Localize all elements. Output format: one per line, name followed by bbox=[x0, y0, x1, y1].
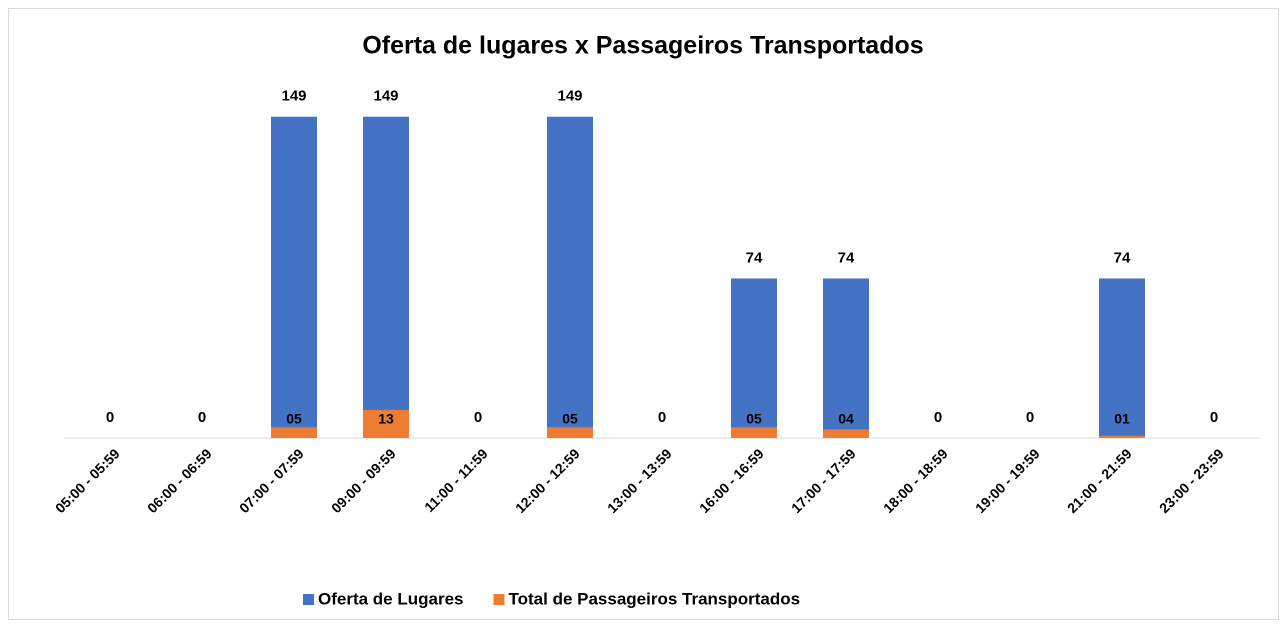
data-label: 0 bbox=[1210, 409, 1218, 426]
bar bbox=[547, 116, 593, 438]
bar bbox=[547, 427, 593, 438]
data-label: 05 bbox=[286, 411, 302, 427]
bar bbox=[363, 116, 409, 438]
data-label: 01 bbox=[1114, 411, 1130, 427]
chart-title: Oferta de lugares x Passageiros Transpor… bbox=[362, 32, 923, 60]
data-label: 149 bbox=[373, 88, 398, 105]
bar bbox=[271, 116, 317, 438]
bar bbox=[823, 429, 869, 438]
legend-label: Total de Passageiros Transportados bbox=[509, 589, 801, 608]
data-label: 0 bbox=[1026, 409, 1034, 426]
data-label: 05 bbox=[562, 411, 578, 427]
bar bbox=[271, 427, 317, 438]
bar bbox=[731, 427, 777, 438]
data-label: 13 bbox=[378, 411, 394, 427]
data-label: 05 bbox=[746, 411, 762, 427]
legend-swatch bbox=[303, 594, 314, 605]
data-label: 74 bbox=[1114, 249, 1131, 266]
bar bbox=[363, 409, 409, 438]
data-label: 74 bbox=[838, 249, 855, 266]
chart-frame bbox=[8, 8, 1279, 620]
data-label: 0 bbox=[106, 409, 114, 426]
data-label: 04 bbox=[838, 411, 854, 427]
legend-swatch bbox=[493, 594, 505, 605]
data-label: 0 bbox=[198, 409, 206, 426]
bar bbox=[1099, 278, 1145, 438]
data-label: 74 bbox=[746, 249, 763, 266]
bar bbox=[823, 278, 869, 438]
data-label: 149 bbox=[281, 88, 306, 105]
bar bbox=[1099, 435, 1145, 438]
bar bbox=[731, 278, 777, 438]
data-label: 0 bbox=[934, 409, 942, 426]
data-label: 149 bbox=[557, 88, 582, 105]
data-label: 0 bbox=[658, 409, 666, 426]
data-label: 0 bbox=[474, 409, 482, 426]
legend-label: Oferta de Lugares bbox=[318, 589, 464, 608]
